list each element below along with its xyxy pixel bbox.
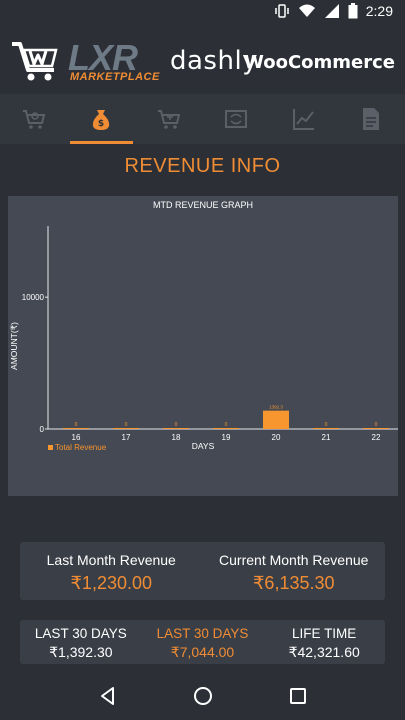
- chart-bar: [63, 428, 89, 429]
- app-header: LXR MARKETPLACE dashly WooCommerce: [0, 24, 405, 94]
- stat-value: ₹1,392.30: [49, 644, 113, 660]
- brand-main: LXR: [68, 37, 138, 78]
- nav-recents-button[interactable]: [278, 676, 318, 716]
- lxr-marketplace-logo: LXR MARKETPLACE: [68, 40, 168, 84]
- svg-text:$: $: [98, 119, 104, 129]
- legend-swatch: [48, 445, 53, 450]
- last-month-label: Last Month Revenue: [46, 552, 176, 568]
- chart-bar: [163, 428, 189, 429]
- stat-life-time[interactable]: LIFE TIME ₹42,321.60: [263, 620, 385, 664]
- platform-name: WooCommerce: [244, 52, 395, 73]
- x-tick-label: 18: [172, 433, 181, 442]
- monthly-revenue-summary: Last Month Revenue ₹1,230.00 Current Mon…: [20, 542, 385, 600]
- trend-chart-icon: [292, 109, 314, 130]
- x-tick-label: 20: [272, 433, 281, 442]
- back-triangle-icon: [100, 687, 114, 705]
- battery-icon: [348, 3, 358, 19]
- revenue-chart-svg: MTD REVENUE GRAPH AMOUNT(₹) DAYS 010000 …: [9, 200, 398, 452]
- system-nav-bar: [0, 672, 405, 720]
- home-circle-icon: [193, 687, 212, 705]
- chart-title: MTD REVENUE GRAPH: [153, 200, 253, 210]
- x-tick-label: 17: [122, 433, 131, 442]
- nav-home-button[interactable]: [183, 676, 223, 716]
- chart-bar: [213, 428, 239, 429]
- bar-data-label: 1392.3: [269, 405, 283, 410]
- tab-cart-search[interactable]: [0, 94, 68, 144]
- current-month-value: ₹6,135.30: [252, 573, 335, 593]
- x-axis-label: DAYS: [192, 441, 215, 451]
- money-bag-icon: $: [93, 110, 110, 130]
- document-icon: [363, 108, 380, 130]
- revenue-stats: LAST 30 DAYS ₹1,392.30 LAST 30 DAYS ₹7,0…: [20, 620, 385, 664]
- recents-square-icon: [289, 688, 306, 704]
- status-time: 2:29: [365, 3, 393, 19]
- tab-reports[interactable]: [338, 94, 405, 144]
- y-axis-label: AMOUNT(₹): [9, 322, 19, 370]
- section-title: REVENUE INFO: [124, 155, 281, 177]
- tab-bar: $: [0, 94, 405, 144]
- nav-back-button[interactable]: [88, 676, 128, 716]
- vibrate-icon: [275, 4, 289, 18]
- bar-data-label: 0: [375, 422, 378, 428]
- bar-data-label: 0: [75, 422, 78, 428]
- last-month-value: ₹1,230.00: [70, 573, 153, 593]
- tab-cart-add[interactable]: [135, 94, 203, 144]
- chart-bar: [313, 428, 339, 429]
- current-month-revenue: Current Month Revenue ₹6,135.30: [203, 542, 386, 600]
- cart-search-icon: [22, 110, 46, 129]
- cart-logo-icon: [12, 42, 58, 81]
- stat-label: LAST 30 DAYS: [156, 626, 249, 641]
- bar-data-label: 0: [125, 422, 128, 428]
- x-tick-label: 19: [222, 433, 231, 442]
- y-tick-label: 0: [40, 425, 45, 434]
- x-tick-label: 21: [322, 433, 331, 442]
- stat-value: ₹7,044.00: [170, 644, 235, 660]
- stat-label: LIFE TIME: [292, 626, 357, 641]
- chart-bar: [263, 410, 289, 429]
- cart-plus-icon: [157, 110, 181, 129]
- stat-last-30-days-selected[interactable]: LAST 30 DAYS ₹7,044.00: [142, 620, 264, 664]
- signal-icon: [324, 4, 339, 18]
- legend-label: Total Revenue: [55, 443, 107, 452]
- revenue-chart: MTD REVENUE GRAPH AMOUNT(₹) DAYS 0 10000 …: [8, 196, 398, 496]
- stat-label: LAST 30 DAYS: [34, 626, 127, 641]
- bar-data-label: 0: [325, 422, 328, 428]
- status-bar: 2:29: [0, 0, 405, 24]
- bar-data-label: 0: [175, 422, 178, 428]
- tab-revenue[interactable]: $: [68, 94, 136, 144]
- product-name: dashly: [170, 46, 259, 76]
- brand-sub: MARKETPLACE: [70, 71, 160, 83]
- bar-data-label: 0: [225, 422, 228, 428]
- chart-bar: [113, 428, 139, 429]
- x-tick-label: 22: [372, 433, 381, 442]
- x-tick-label: 16: [72, 433, 81, 442]
- stat-last-30-days[interactable]: LAST 30 DAYS ₹1,392.30: [20, 620, 142, 664]
- tab-trends[interactable]: [270, 94, 338, 144]
- refresh-box-icon: [225, 110, 248, 128]
- chart-bar: [363, 428, 389, 429]
- y-tick-label: 10000: [22, 293, 45, 302]
- current-month-label: Current Month Revenue: [219, 552, 369, 568]
- tab-refresh[interactable]: [203, 94, 271, 144]
- stat-value: ₹42,321.60: [288, 644, 360, 660]
- wifi-icon: [298, 4, 315, 17]
- last-month-revenue: Last Month Revenue ₹1,230.00: [20, 542, 203, 600]
